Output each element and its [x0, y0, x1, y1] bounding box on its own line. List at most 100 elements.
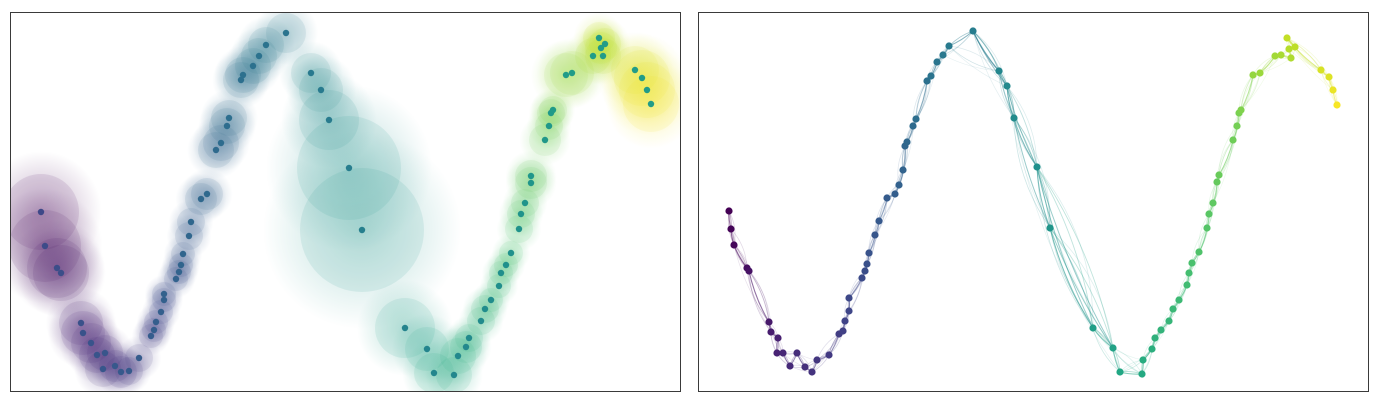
- graph-edge: [1240, 55, 1276, 111]
- graph-edge: [1036, 166, 1094, 329]
- graph-edge: [1218, 125, 1238, 176]
- data-point: [125, 367, 133, 375]
- data-point: [79, 329, 87, 337]
- data-point: [541, 136, 549, 144]
- graph-edge: [1212, 139, 1234, 204]
- graph-node: [1285, 45, 1293, 53]
- graph-edge: [972, 30, 1000, 72]
- data-point: [135, 354, 143, 362]
- graph-edge: [733, 244, 770, 323]
- data-point: [595, 34, 603, 42]
- data-point: [160, 296, 168, 304]
- graph-edge: [748, 270, 770, 323]
- node-layer: [725, 27, 1341, 378]
- left-chart-svg: [11, 13, 680, 391]
- data-point: [223, 122, 231, 130]
- graph-node: [1277, 51, 1285, 59]
- graph-node: [808, 368, 816, 376]
- graph-edge: [948, 45, 1000, 72]
- data-point: [255, 52, 263, 60]
- graph-node: [727, 225, 735, 233]
- graph-edge: [998, 70, 1015, 119]
- graph-edge: [998, 70, 1015, 119]
- graph-edge: [1006, 85, 1038, 168]
- graph-edge: [972, 30, 1008, 87]
- graph-edge: [948, 45, 1008, 87]
- graph-node: [909, 122, 917, 130]
- graph-edge: [1036, 166, 1114, 349]
- graph-edge: [1049, 227, 1121, 373]
- data-point: [101, 349, 109, 357]
- uncertainty-halo-layer: [11, 13, 680, 391]
- graph-node: [1003, 82, 1011, 90]
- data-point: [517, 210, 525, 218]
- data-point: [172, 275, 180, 283]
- graph-node: [1195, 248, 1203, 256]
- data-point: [177, 261, 185, 269]
- graph-edge: [1013, 117, 1051, 229]
- data-point: [217, 139, 225, 147]
- graph-edge: [972, 30, 1015, 119]
- data-point: [249, 62, 257, 70]
- graph-edge: [748, 270, 772, 333]
- left-panel-uncertainty-scatter: [10, 12, 681, 392]
- data-point: [507, 249, 515, 257]
- data-point: [157, 308, 165, 316]
- data-point: [57, 269, 65, 277]
- graph-edge: [748, 270, 772, 333]
- data-point: [462, 343, 470, 351]
- data-point: [521, 199, 529, 207]
- graph-node: [1148, 345, 1156, 353]
- data-point: [87, 339, 95, 347]
- graph-edge: [1286, 37, 1322, 71]
- graph-edge: [730, 228, 748, 269]
- graph-edge: [1036, 166, 1051, 229]
- graph-node: [858, 274, 866, 282]
- graph-edge: [1092, 327, 1143, 375]
- data-point: [152, 318, 160, 326]
- graph-node: [725, 207, 733, 215]
- graph-node: [793, 349, 801, 357]
- graph-edge: [1049, 227, 1114, 349]
- graph-node: [1139, 356, 1147, 364]
- graph-edge: [748, 270, 770, 323]
- graph-node: [1213, 178, 1221, 186]
- data-point: [358, 226, 366, 234]
- graph-edge: [1013, 117, 1051, 229]
- graph-node: [1203, 224, 1211, 232]
- graph-node: [899, 166, 907, 174]
- graph-node: [1165, 317, 1173, 325]
- graph-edge: [1049, 227, 1094, 329]
- data-point: [487, 296, 495, 304]
- graph-edge: [902, 125, 914, 171]
- graph-node: [865, 249, 873, 257]
- graph-edge: [1036, 166, 1114, 349]
- graph-edge: [1036, 166, 1114, 349]
- graph-node: [1033, 163, 1041, 171]
- data-point: [601, 40, 609, 48]
- right-panel-graph-trajectory: [698, 12, 1369, 392]
- graph-edge: [844, 277, 863, 322]
- data-point: [225, 114, 233, 122]
- graph-edge: [972, 30, 1000, 72]
- graph-node: [765, 318, 773, 326]
- graph-edge: [1049, 227, 1114, 349]
- data-point: [599, 52, 607, 60]
- graph-node: [1109, 344, 1117, 352]
- data-point: [495, 282, 503, 290]
- graph-edge: [1013, 117, 1038, 168]
- graph-node: [801, 363, 809, 371]
- graph-node: [912, 115, 920, 123]
- data-point: [423, 345, 431, 353]
- graph-node: [969, 27, 977, 35]
- graph-node: [845, 307, 853, 315]
- graph-node: [1183, 281, 1191, 289]
- graph-node: [773, 349, 781, 357]
- graph-edge: [728, 210, 748, 269]
- graph-edge: [998, 70, 1015, 119]
- graph-node: [995, 67, 1003, 75]
- graph-edge: [1119, 348, 1153, 373]
- graph-edge: [1049, 227, 1094, 329]
- data-point: [117, 368, 125, 376]
